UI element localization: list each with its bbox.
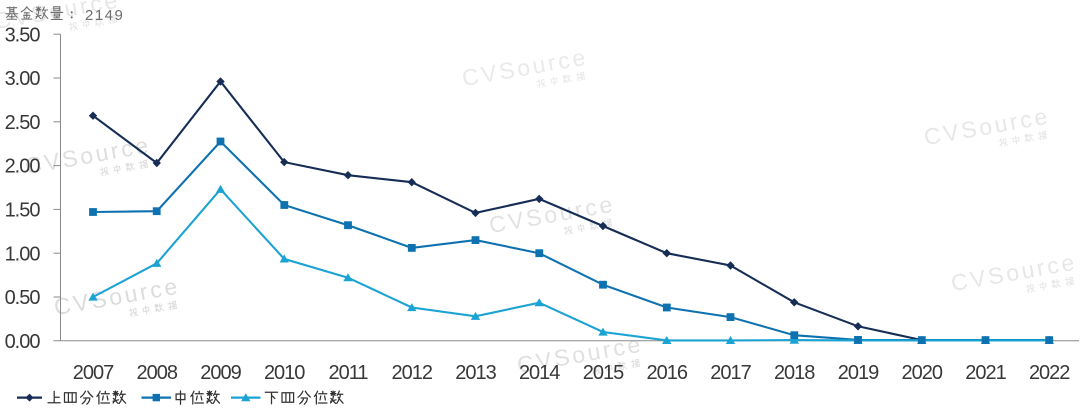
svg-text:2022: 2022 xyxy=(1029,362,1070,384)
svg-text:2020: 2020 xyxy=(902,362,943,384)
svg-text:2017: 2017 xyxy=(710,362,751,384)
svg-text:2007: 2007 xyxy=(73,362,114,384)
svg-text:2021: 2021 xyxy=(965,362,1006,384)
svg-text:2011: 2011 xyxy=(328,362,368,384)
svg-text:2.50: 2.50 xyxy=(5,112,41,134)
svg-text:1.50: 1.50 xyxy=(5,200,41,222)
svg-text:2019: 2019 xyxy=(838,362,879,384)
svg-text:2008: 2008 xyxy=(137,362,178,384)
svg-text:2016: 2016 xyxy=(647,362,688,384)
svg-text:2149: 2149 xyxy=(85,7,124,24)
svg-text:2015: 2015 xyxy=(583,362,624,384)
svg-text:2018: 2018 xyxy=(774,362,815,384)
svg-text:3.00: 3.00 xyxy=(5,68,41,90)
svg-text:2014: 2014 xyxy=(519,362,560,384)
svg-text:2.00: 2.00 xyxy=(5,156,41,178)
svg-text:2012: 2012 xyxy=(392,362,433,384)
svg-text:2009: 2009 xyxy=(200,362,241,384)
svg-text:0.50: 0.50 xyxy=(5,287,41,309)
svg-text:3.50: 3.50 xyxy=(5,24,41,46)
svg-text:0.00: 0.00 xyxy=(5,331,41,353)
svg-text:1.00: 1.00 xyxy=(5,243,41,265)
svg-text:2013: 2013 xyxy=(455,362,496,384)
svg-text:2010: 2010 xyxy=(264,362,305,384)
